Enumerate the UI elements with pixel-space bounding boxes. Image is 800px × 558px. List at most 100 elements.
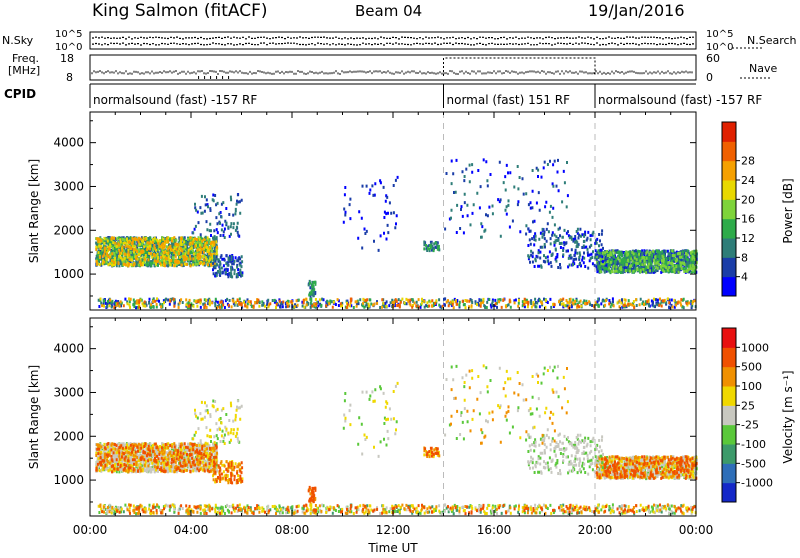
freq-dips: [198, 76, 230, 79]
colorbar-label: Velocity [m s⁻¹]: [781, 370, 795, 463]
y-tick-label: 1000: [53, 267, 84, 281]
y-tick-label: 2000: [53, 429, 84, 443]
nsky-label: N.Sky: [2, 34, 34, 47]
legend-dots: [732, 47, 770, 79]
scatter-cell: [192, 194, 242, 239]
scatter-cell: [527, 433, 604, 476]
x-tick-label: 16:00: [477, 523, 512, 537]
nave-label: Nave: [749, 62, 777, 75]
cpid-row: normalsound (fast) -157 RF normal (fast) …: [89, 83, 762, 108]
colorbar-segment: [722, 218, 736, 239]
scatter-cell: [212, 460, 244, 484]
colorbar-segment: [722, 405, 736, 426]
y-tick-label: 1000: [53, 473, 84, 487]
nsky-trace: [92, 36, 694, 40]
colorbar-tick-label: 8: [741, 251, 748, 264]
scatter-cell: [595, 249, 698, 275]
scatter-cell: [212, 460, 242, 485]
colorbar-label: Power [dB]: [781, 178, 795, 243]
scatter-cell: [194, 399, 243, 443]
colorbar-segment: [722, 482, 736, 503]
scatter-cell: [95, 236, 218, 267]
x-tick-label: 00:00: [679, 523, 714, 537]
y-axis-label: Slant Range [km]: [27, 365, 41, 469]
freq-panel: [89, 54, 697, 81]
cpid-segment-label: normalsound (fast) -157 RF: [93, 93, 257, 107]
colorbar-segment: [722, 238, 736, 258]
scatter-cell: [212, 254, 242, 279]
nsearch-trace: [92, 42, 694, 46]
colorbar-segment: [722, 328, 736, 348]
freq-trace: [91, 70, 693, 75]
x-tick-label: 08:00: [275, 523, 310, 537]
scatter-cell: [212, 460, 244, 485]
sky-tick-top: 10^5: [55, 29, 82, 40]
scatter-cell: [444, 364, 561, 444]
colorbar-segment: [722, 276, 736, 297]
scatter-cell: [191, 399, 241, 444]
colorbar-segment: [722, 386, 736, 406]
x-tick-label: 12:00: [376, 523, 411, 537]
scatter-cell: [342, 175, 399, 241]
colorbar-tick-label: 1000: [741, 341, 769, 354]
nave-trace: [443, 57, 596, 76]
time-axis: 00:00 04:00 08:00 12:00 16:00 20:00 00:00: [73, 523, 714, 537]
scatter-cell: [101, 297, 697, 310]
status-traces: [91, 36, 770, 79]
scatter-cell: [450, 161, 568, 239]
scatter-cell: [450, 367, 568, 445]
x-tick-label: 00:00: [73, 523, 108, 537]
cpid-segment-label: normalsound (fast) -157 RF: [598, 93, 762, 107]
colorbar-tick-label: 20: [741, 193, 755, 206]
scatter-cell: [212, 254, 244, 278]
colorbar-segment: [722, 122, 736, 142]
colorbar-tick-label: 16: [741, 213, 755, 226]
panel-frame: [89, 317, 697, 517]
y-axis-label: Slant Range [km]: [27, 159, 41, 263]
scatter-cell: [191, 193, 241, 238]
sky-panel: [89, 31, 697, 50]
nsearch-label: N.Search: [747, 34, 797, 47]
scatter-cell: [192, 400, 242, 445]
y-tick-label: 2000: [53, 223, 84, 237]
freq-unit-label: [MHz]: [8, 64, 40, 77]
scatter-cell: [444, 158, 561, 238]
y-tick-label: 3000: [53, 179, 84, 193]
y-tick-label: 3000: [53, 385, 84, 399]
colorbar-segment: [722, 180, 736, 200]
beam-title: Beam 04: [355, 2, 422, 20]
colorbar-tick-label: -25: [741, 419, 759, 432]
y-tick-label: 4000: [53, 342, 84, 356]
colorbar-segment: [722, 424, 736, 445]
scatter-cell: [527, 227, 600, 269]
colorbar-segment: [722, 199, 736, 220]
colorbar-tick-label: 28: [741, 155, 755, 168]
date-title: 19/Jan/2016: [588, 1, 685, 20]
sky-tick-bottom: 10^0: [55, 42, 82, 53]
scatter-cell: [596, 455, 698, 480]
sky-tick-top-right: 10^5: [706, 29, 733, 40]
scatter-cell: [423, 241, 440, 253]
scatter-cell: [99, 503, 689, 516]
colorbar-segment: [722, 366, 736, 387]
freq-tick-bottom: 8: [66, 71, 73, 84]
x-tick-label: 04:00: [174, 523, 209, 537]
nave-tick-top: 60: [706, 52, 720, 65]
y-tick-label: 4000: [53, 136, 84, 150]
sky-tick-bottom-right: 10^0: [706, 42, 733, 53]
power-panel: 1000 2000 3000 4000 Slant Range [km] 4 8 12 16 20…: [27, 111, 795, 311]
colorbar-tick-label: 4: [741, 271, 748, 284]
colorbar-tick-label: 25: [741, 399, 755, 412]
colorbar-frame: [721, 121, 737, 297]
x-axis-label: Time UT: [367, 541, 418, 554]
scatter-cell: [307, 485, 317, 503]
colorbar-segment: [722, 160, 736, 181]
scatter-cell: [101, 503, 697, 516]
scatter-cell: [595, 455, 698, 480]
colorbar-segment: [722, 463, 736, 484]
scatter-cell: [97, 503, 697, 516]
scatter-cell: [463, 364, 569, 440]
colorbar-tick-label: -500: [741, 457, 766, 470]
cpid-label: CPID: [4, 87, 36, 101]
